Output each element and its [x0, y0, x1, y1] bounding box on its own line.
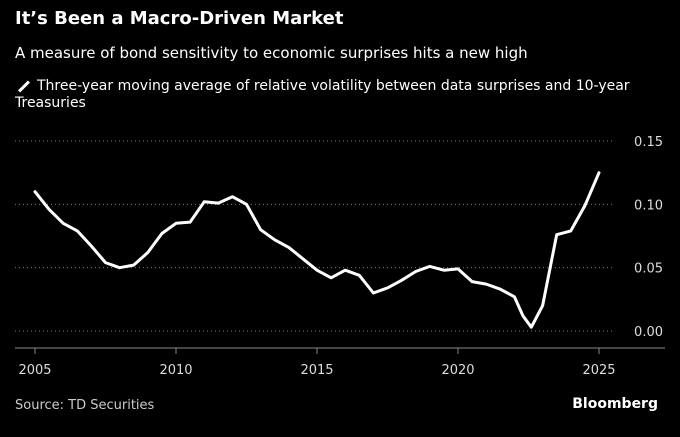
x-axis-ticks: 2005 2010 2015 2020 2025	[18, 348, 616, 378]
x-tick-label: 2010	[159, 363, 192, 378]
x-tick-label: 2005	[18, 363, 51, 378]
source-note: Source: TD Securities	[15, 398, 155, 413]
chart-title: It’s Been a Macro-Driven Market	[15, 8, 344, 29]
bloomberg-logo: Bloomberg	[572, 396, 658, 412]
x-tick-label: 2015	[300, 363, 333, 378]
chart-subtitle: A measure of bond sensitivity to economi…	[15, 44, 528, 62]
series-line	[33, 171, 601, 329]
y-tick-label: 0.15	[634, 135, 663, 150]
x-tick-label: 2025	[582, 363, 615, 378]
legend: Three-year moving average of relative vo…	[15, 78, 650, 112]
y-axis-ticks: 0.00 0.05 0.10 0.15	[634, 135, 663, 340]
y-tick-label: 0.10	[634, 198, 663, 213]
y-tick-label: 0.00	[634, 325, 663, 340]
y-tick-label: 0.05	[634, 262, 663, 277]
gridlines	[15, 140, 615, 332]
x-tick-label: 2020	[441, 363, 474, 378]
legend-label: Three-year moving average of relative vo…	[15, 78, 630, 111]
